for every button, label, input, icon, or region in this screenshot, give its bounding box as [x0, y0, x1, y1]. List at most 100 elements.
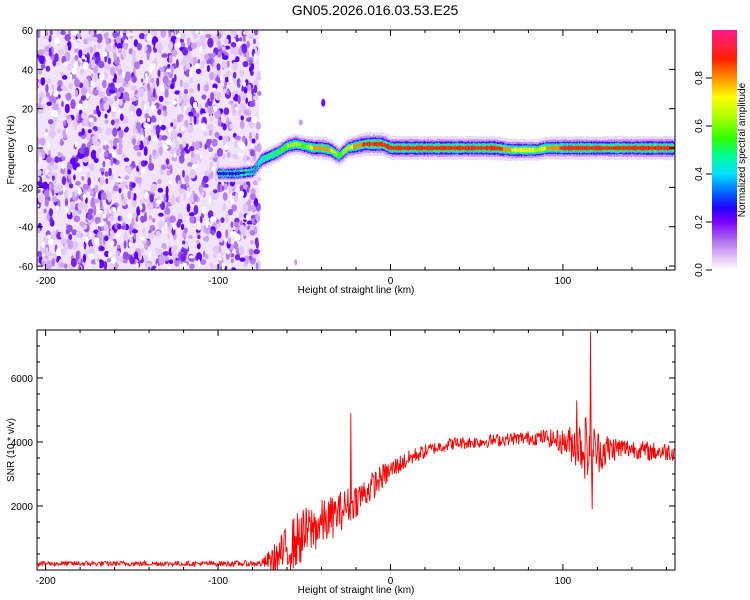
- noise-speckle: [249, 100, 256, 108]
- noise-speckle: [143, 138, 148, 148]
- noise-gap: [165, 221, 168, 228]
- noise-gap: [127, 213, 133, 220]
- noise-gap: [251, 116, 258, 123]
- noise-gap: [81, 54, 86, 60]
- ridge-segment: [315, 145, 318, 151]
- noise-speckle: [109, 139, 113, 144]
- noise-speckle: [169, 65, 175, 75]
- noise-speckle: [37, 227, 41, 234]
- noise-speckle: [193, 204, 199, 215]
- noise-speckle: [234, 254, 241, 261]
- noise-speckle: [209, 114, 213, 122]
- noise-speckle: [104, 171, 109, 177]
- ridge-segment: [265, 156, 267, 160]
- noise-speckle: [123, 240, 127, 249]
- spectrogram-x-axis-label: Height of straight line (km): [298, 285, 415, 296]
- ridge-segment: [400, 145, 403, 151]
- noise-speckle: [211, 229, 215, 236]
- noise-speckle: [58, 48, 64, 56]
- ridge-segment: [628, 145, 631, 151]
- noise-speckle: [148, 215, 153, 221]
- noise-speckle: [243, 87, 248, 94]
- noise-speckle: [39, 54, 45, 65]
- noise-speckle: [117, 215, 121, 221]
- noise-speckle: [197, 59, 201, 64]
- noise-gap: [83, 61, 89, 70]
- ridge-segment: [373, 141, 376, 147]
- noise-speckle: [178, 187, 185, 194]
- noise-gap: [107, 252, 114, 257]
- ridge-segment: [262, 157, 265, 161]
- ridge-segment: [597, 145, 599, 151]
- ridge-segment: [464, 146, 467, 150]
- noise-speckle: [123, 231, 129, 241]
- noise-speckle: [107, 57, 112, 65]
- noise-speckle: [223, 136, 229, 143]
- ridge-segment: [559, 146, 562, 150]
- ridge-segment: [257, 162, 260, 167]
- noise-speckle: [92, 72, 98, 82]
- noise-speckle: [74, 78, 81, 88]
- spectrogram-y-tick-label: -60: [19, 262, 34, 273]
- ridge-segment: [263, 156, 266, 161]
- noise-speckle: [214, 109, 221, 119]
- ridge-segment: [352, 144, 354, 150]
- ridge-segment: [458, 145, 461, 151]
- noise-speckle: [100, 192, 107, 201]
- ridge-segment: [355, 144, 358, 148]
- noise-speckle: [116, 42, 123, 50]
- ridge-segment: [288, 144, 290, 148]
- ridge-segment: [407, 145, 410, 151]
- ridge-segment: [237, 171, 240, 176]
- spectrogram-content: [37, 30, 675, 270]
- ridge-segment: [639, 146, 642, 151]
- noise-speckle: [212, 52, 216, 58]
- ridge-segment: [470, 145, 473, 151]
- noise-speckle: [143, 146, 148, 157]
- noise-speckle: [64, 197, 69, 207]
- noise-speckle: [189, 76, 194, 84]
- noise-speckle: [60, 247, 67, 256]
- ridge-segment: [546, 146, 549, 151]
- noise-speckle: [182, 240, 186, 245]
- ridge-segment: [566, 146, 569, 150]
- noise-speckle: [88, 30, 92, 36]
- noise-gap: [150, 104, 157, 110]
- noise-speckle: [57, 30, 62, 35]
- noise-gap: [155, 199, 162, 205]
- noise-speckle: [193, 193, 198, 202]
- ridge-segment: [329, 148, 331, 152]
- noise-speckle: [94, 198, 101, 204]
- ridge-segment: [618, 146, 621, 151]
- noise-speckle: [47, 163, 53, 173]
- noise-gap: [98, 222, 105, 227]
- noise-speckle: [105, 178, 109, 185]
- noise-speckle: [136, 108, 142, 117]
- noise-speckle: [205, 235, 209, 242]
- noise-speckle: [184, 174, 190, 183]
- noise-speckle: [98, 259, 105, 269]
- noise-gap: [47, 238, 54, 245]
- noise-speckle: [250, 149, 255, 158]
- noise-gap: [205, 220, 209, 228]
- ridge-segment: [553, 145, 556, 151]
- noise-speckle: [44, 198, 49, 207]
- noise-speckle: [188, 146, 195, 152]
- noise-gap: [212, 87, 216, 92]
- noise-gap: [156, 263, 159, 270]
- ridge-segment: [362, 142, 365, 147]
- noise-speckle: [83, 147, 90, 158]
- spectrogram-y-tick-label: -20: [19, 183, 34, 194]
- noise-speckle: [110, 66, 116, 76]
- ridge-segment: [469, 146, 471, 150]
- ridge-segment: [454, 145, 457, 151]
- ridge-segment: [394, 146, 397, 150]
- noise-speckle: [213, 189, 218, 194]
- noise-gap: [147, 117, 151, 123]
- snr-content: [37, 331, 675, 570]
- noise-speckle: [118, 129, 124, 139]
- ridge-segment: [283, 147, 285, 150]
- noise-speckle: [104, 250, 110, 258]
- snr-axes: -200 -100 0 100 2000 4000 6000: [11, 330, 675, 587]
- noise-speckle: [122, 50, 127, 58]
